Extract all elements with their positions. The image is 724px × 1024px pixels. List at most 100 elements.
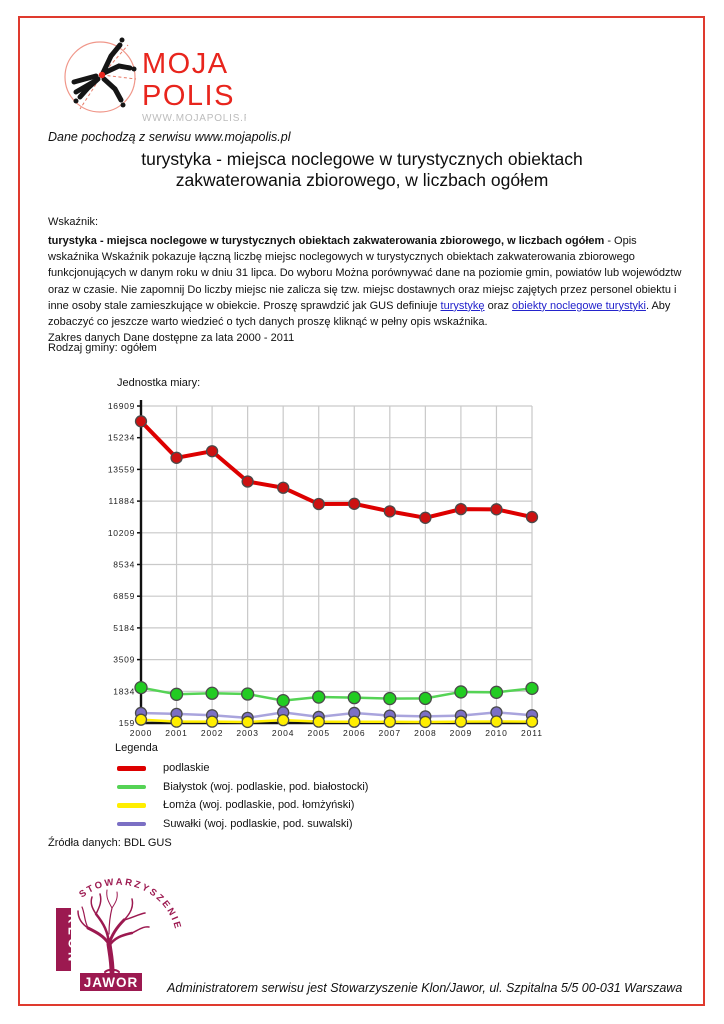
data-range-line: Zakres danych Dane dostępne za lata 2000… <box>48 332 295 345</box>
y-tick-label: 3509 <box>113 655 135 665</box>
legend-swatch-icon <box>117 821 146 826</box>
klon-arc-text: STOWARZYSZENIE <box>77 877 181 932</box>
source-note: Dane pochodzą z serwisu www.mojapolis.pl <box>48 130 291 144</box>
y-tick-label: 13559 <box>108 464 135 474</box>
data-point <box>312 690 326 704</box>
x-tick-label: 2011 <box>521 728 543 738</box>
jawor-box-text: JAWOR <box>84 975 139 990</box>
data-sources-line: Źródła danych: BDL GUS <box>48 837 172 849</box>
legend-item-3: Suwałki (woj. podlaskie, pod. suwalski) <box>115 815 368 834</box>
logo-url: WWW.MOJAPOLIS.PL <box>142 113 246 124</box>
data-point <box>276 693 290 708</box>
x-tick-label: 2010 <box>485 728 508 738</box>
y-tick-label: 159 <box>119 718 135 728</box>
y-tick-label: 6859 <box>113 591 135 601</box>
legend-item-1: Białystok (woj. podlaskie, pod. białosto… <box>115 778 368 797</box>
x-tick-label: 2001 <box>165 728 188 738</box>
data-point <box>205 445 219 458</box>
data-point <box>240 687 255 701</box>
page-title-line2: zakwaterowania zbiorowego, w liczbach og… <box>175 170 549 190</box>
x-tick-label: 2006 <box>343 728 366 738</box>
indicator-bold-intro: turystyka - miejsca noclegowe w turystyc… <box>48 235 605 247</box>
svg-text:STOWARZYSZENIE: STOWARZYSZENIE <box>77 877 183 932</box>
indicator-description: turystyka - miejsca noclegowe w turystyc… <box>48 233 690 346</box>
legend-label: Białystok (woj. podlaskie, pod. białosto… <box>163 780 369 793</box>
link-obiekty-noclegowe[interactable]: obiekty noclegowe turystyki <box>512 299 646 312</box>
legend-label: Łomża (woj. podlaskie, pod. łomżyński) <box>163 799 355 812</box>
legend-item-0: podlaskie <box>115 759 368 778</box>
data-point <box>241 715 254 729</box>
gmina-type-line: Rodzaj gminy: ogółem <box>48 342 157 354</box>
data-point <box>170 451 183 464</box>
data-point <box>525 715 539 728</box>
data-point <box>525 681 539 695</box>
data-point <box>490 715 503 728</box>
data-point <box>419 511 432 524</box>
page-title: turystyka - miejsca noclegowe w turystyc… <box>48 149 676 191</box>
data-point <box>312 715 325 728</box>
data-point <box>312 497 325 511</box>
data-point <box>454 502 468 516</box>
series-line-2 <box>140 718 533 724</box>
data-point <box>383 715 396 728</box>
legend-item-2: Łomża (woj. podlaskie, pod. łomżyński) <box>115 796 368 815</box>
page-title-line1: turystyka - miejsca noclegowe w turystyc… <box>141 149 583 169</box>
data-point <box>490 503 503 516</box>
logo-text-polis: POLIS <box>142 80 235 112</box>
legend-swatch-icon <box>117 784 146 789</box>
data-point <box>489 685 504 699</box>
data-point <box>454 685 468 699</box>
klon-jawor-logo: STOWARZYSZENIE KLON JAWOR <box>52 874 192 1004</box>
indicator-label: Wskaźnik: <box>48 216 99 228</box>
y-tick-label: 16909 <box>108 401 135 411</box>
x-tick-label: 2000 <box>130 728 153 738</box>
footer-admin-note: Administratorem serwisu jest Stowarzysze… <box>167 981 683 995</box>
data-point <box>277 481 290 494</box>
crossroads-logo-icon: MOJA POLIS WWW.MOJAPOLIS.PL <box>64 37 257 124</box>
link-turystyka[interactable]: turystykę <box>440 299 485 312</box>
y-tick-label: 10209 <box>108 528 135 538</box>
data-point <box>418 691 433 706</box>
x-tick-label: 2004 <box>272 728 295 738</box>
y-tick-label: 5184 <box>113 623 135 633</box>
y-tick-label: 8534 <box>113 560 135 570</box>
klon-box-text: KLON <box>66 914 81 965</box>
data-point <box>205 715 219 728</box>
tree-logo-icon: STOWARZYSZENIE KLON JAWOR <box>56 877 183 991</box>
x-tick-label: 2005 <box>307 728 330 738</box>
legend-swatch-icon <box>117 803 146 808</box>
legend-label: podlaskie <box>163 762 210 775</box>
line-chart: 159 1834 3509 5184 6859 8534 10209 11884 13559 15… <box>108 400 543 738</box>
data-point <box>347 690 361 705</box>
legend-label: Suwałki (woj. podlaskie, pod. suwalski) <box>163 817 353 830</box>
data-point <box>134 415 148 428</box>
y-tick-label: 11884 <box>108 496 135 506</box>
data-point <box>241 475 254 488</box>
data-point <box>134 680 148 695</box>
data-point <box>419 715 432 729</box>
data-point <box>205 686 219 700</box>
x-tick-label: 2009 <box>450 728 473 738</box>
indicator-desc-part1: - Opis wskaźnika Wskaźnik pokazuje łączn… <box>48 235 682 312</box>
data-point <box>525 510 539 524</box>
data-point <box>348 497 361 510</box>
x-tick-label: 2002 <box>201 728 224 738</box>
y-tick-label: 1834 <box>113 686 135 696</box>
data-point <box>383 691 397 706</box>
data-point <box>383 505 396 518</box>
legend-title: Legenda <box>115 742 158 754</box>
legend-swatch-icon <box>117 766 146 771</box>
data-point <box>170 715 183 728</box>
data-point <box>169 687 184 701</box>
chart-legend: Legenda podlaskie Białystok (woj. podlask… <box>115 742 368 833</box>
indicator-between-links: oraz <box>484 299 513 312</box>
series-line-3 <box>140 711 533 720</box>
data-point <box>277 713 290 727</box>
y-tick-label: 15234 <box>108 433 135 443</box>
x-tick-label: 2008 <box>414 728 437 738</box>
x-tick-label: 2003 <box>236 728 259 738</box>
logo-text-moja: MOJA <box>142 48 229 80</box>
data-point <box>348 715 361 728</box>
mojapolis-logo: MOJA POLIS WWW.MOJAPOLIS.PL <box>62 27 257 129</box>
page-border <box>18 16 705 1006</box>
